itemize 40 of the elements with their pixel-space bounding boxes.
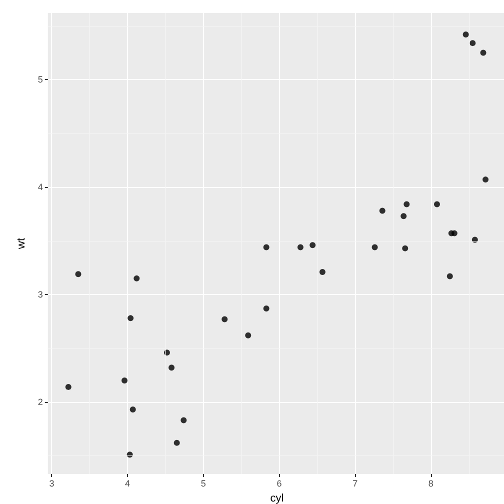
point — [446, 273, 453, 280]
point — [75, 271, 82, 278]
point — [263, 244, 270, 250]
point — [122, 378, 128, 384]
point — [400, 213, 407, 220]
point — [174, 440, 180, 446]
point — [128, 315, 134, 322]
point — [402, 245, 408, 252]
point — [451, 230, 458, 236]
point — [245, 332, 252, 338]
point — [310, 242, 316, 248]
point — [180, 417, 187, 424]
point — [404, 201, 410, 208]
y-tick-label: 5 — [38, 74, 43, 85]
point — [319, 268, 326, 275]
point — [470, 40, 476, 46]
point — [134, 275, 140, 282]
x-tick-label: 5 — [200, 478, 206, 488]
point — [297, 244, 304, 250]
x-tick-label: 4 — [125, 478, 130, 488]
point — [434, 201, 440, 208]
point — [130, 406, 136, 413]
point — [482, 176, 489, 183]
x-tick-label: 6 — [276, 478, 282, 488]
point — [480, 50, 486, 56]
point — [168, 364, 175, 371]
point — [222, 316, 228, 322]
y-tick-label: 2 — [38, 397, 43, 407]
point — [372, 244, 378, 250]
x-tick-label: 7 — [352, 478, 358, 488]
point — [263, 306, 270, 312]
y-tick-label: 3 — [38, 290, 43, 300]
point — [65, 384, 72, 390]
y-axis-title: wt — [16, 238, 28, 250]
x-tick-label: 3 — [49, 478, 54, 488]
y-tick-label: 4 — [38, 182, 43, 192]
point — [462, 31, 469, 38]
x-tick-label: 8 — [428, 478, 434, 488]
point — [379, 208, 386, 214]
x-axis-title: cyl — [270, 492, 284, 504]
